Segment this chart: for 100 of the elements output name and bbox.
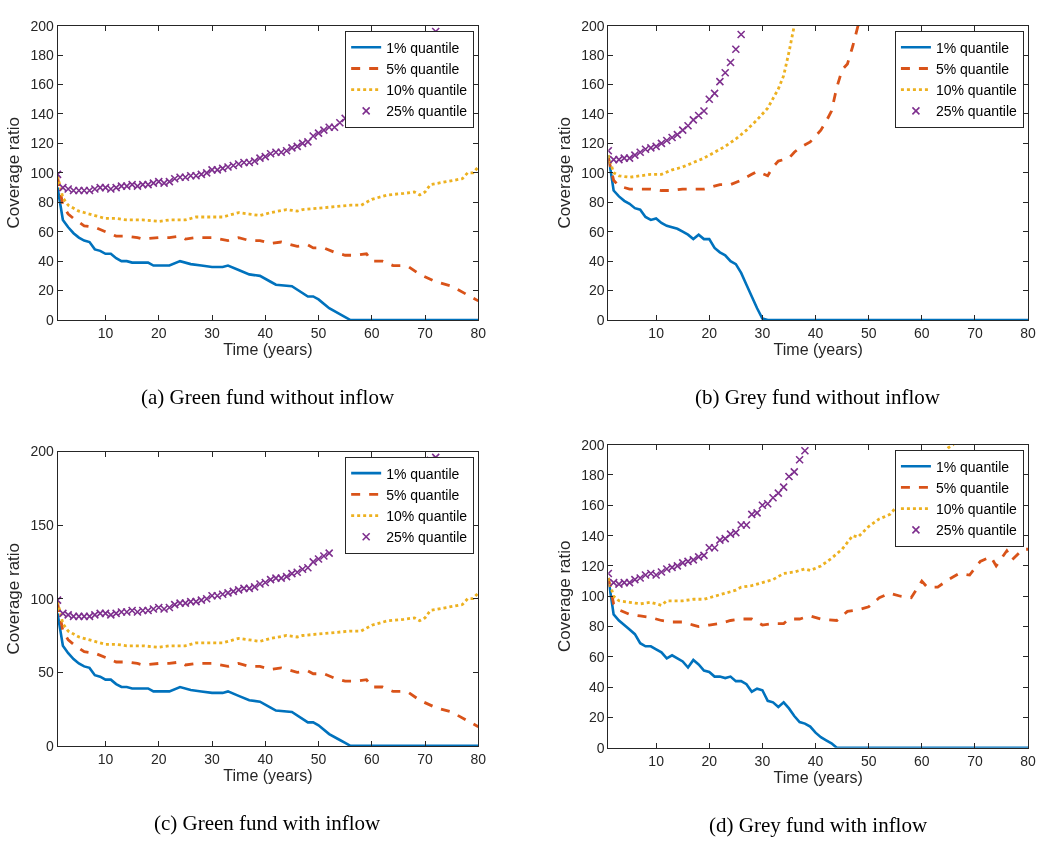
x-tick-label: 30 bbox=[754, 752, 771, 769]
y-tick-label: 50 bbox=[38, 664, 54, 681]
y-tick-label: 0 bbox=[45, 311, 54, 328]
legend-label: 10% quantile bbox=[935, 501, 1018, 518]
x-axis-title: Time (years) bbox=[773, 340, 863, 358]
y-tick-label: 160 bbox=[581, 76, 605, 93]
y-tick-label: 150 bbox=[30, 517, 54, 533]
point bbox=[795, 455, 804, 465]
y-tick-label: 80 bbox=[588, 618, 605, 635]
x-tick-label: 10 bbox=[648, 324, 665, 341]
point bbox=[710, 89, 719, 98]
legend-label: 1% quantile bbox=[935, 39, 1010, 56]
legend-label: 5% quantile bbox=[386, 486, 460, 503]
y-tick-label: 140 bbox=[581, 105, 605, 122]
x-tick-label: 60 bbox=[364, 324, 380, 341]
y-tick-label: 40 bbox=[588, 253, 605, 270]
y-tick-label: 160 bbox=[581, 497, 605, 514]
y-axis-title: Coverage ratio bbox=[3, 542, 23, 655]
y-tick-label: 100 bbox=[30, 590, 54, 607]
x-tick-label: 70 bbox=[417, 324, 434, 341]
point bbox=[683, 121, 693, 131]
y-axis-title: Coverage ratio bbox=[554, 117, 574, 229]
y-tick-label: 20 bbox=[588, 709, 605, 726]
y-tick-label: 120 bbox=[581, 557, 605, 574]
point bbox=[726, 58, 735, 67]
legend-label: 10% quantile bbox=[386, 82, 468, 99]
x-tick-label: 30 bbox=[204, 324, 221, 341]
point bbox=[689, 115, 698, 125]
y-tick-label: 40 bbox=[38, 253, 54, 270]
point bbox=[335, 118, 345, 128]
x-tick-label: 50 bbox=[860, 324, 877, 341]
line-series bbox=[57, 186, 479, 321]
legend-label: 10% quantile bbox=[935, 82, 1018, 99]
y-tick-label: 180 bbox=[581, 466, 605, 483]
x-tick-label: 70 bbox=[417, 750, 434, 767]
x-tick-label: 40 bbox=[257, 324, 274, 341]
line-series bbox=[57, 601, 479, 729]
y-tick-label: 60 bbox=[588, 648, 605, 665]
y-tick-label: 180 bbox=[30, 47, 54, 63]
point bbox=[715, 77, 725, 86]
legend-label: 5% quantile bbox=[386, 60, 460, 77]
text: (d) Grey fund with inflow bbox=[709, 813, 928, 837]
point bbox=[774, 488, 783, 498]
x-tick-label: 60 bbox=[914, 324, 930, 341]
x-tick-label: 20 bbox=[701, 752, 718, 769]
x-tick-label: 70 bbox=[967, 752, 983, 769]
legend-label: 5% quantile bbox=[935, 479, 1010, 496]
point bbox=[779, 482, 788, 492]
legend-label: 10% quantile bbox=[386, 507, 468, 524]
point bbox=[694, 111, 703, 120]
x-tick-label: 10 bbox=[97, 750, 114, 767]
legend-label: 1% quantile bbox=[935, 458, 1010, 475]
x-tick-label: 40 bbox=[807, 752, 824, 769]
x-tick-label: 20 bbox=[150, 750, 167, 767]
x-tick-label: 60 bbox=[364, 750, 380, 767]
x-tick-label: 10 bbox=[97, 324, 114, 341]
y-tick-label: 80 bbox=[38, 194, 54, 211]
point bbox=[731, 44, 741, 54]
x-tick-label: 40 bbox=[807, 324, 824, 341]
y-tick-label: 100 bbox=[581, 588, 605, 605]
y-tick-label: 140 bbox=[30, 105, 54, 122]
legend-label: 5% quantile bbox=[935, 60, 1010, 77]
y-tick-label: 40 bbox=[588, 679, 605, 696]
y-tick-label: 80 bbox=[588, 194, 605, 211]
y-tick-label: 60 bbox=[588, 223, 605, 240]
line-series bbox=[57, 591, 479, 649]
x-tick-label: 80 bbox=[470, 750, 487, 767]
x-tick-label: 80 bbox=[1020, 324, 1037, 341]
point bbox=[720, 68, 730, 78]
x-tick-label: 20 bbox=[150, 324, 167, 341]
legend-label: 25% quantile bbox=[935, 522, 1018, 539]
y-tick-label: 100 bbox=[30, 164, 54, 181]
y-tick-label: 180 bbox=[581, 47, 605, 63]
y-tick-label: 120 bbox=[581, 135, 605, 152]
point bbox=[704, 94, 714, 104]
y-tick-label: 100 bbox=[581, 164, 605, 181]
y-tick-label: 0 bbox=[596, 311, 605, 328]
legend-label: 1% quantile bbox=[386, 39, 460, 56]
y-tick-label: 200 bbox=[581, 436, 605, 453]
x-tick-label: 30 bbox=[754, 324, 771, 341]
line-series bbox=[57, 165, 479, 223]
y-tick-label: 20 bbox=[38, 282, 54, 299]
x-tick-label: 20 bbox=[701, 324, 718, 341]
point bbox=[678, 125, 687, 135]
x-tick-label: 60 bbox=[914, 752, 930, 769]
line-series bbox=[608, 25, 860, 192]
text: (c) Green fund with inflow bbox=[154, 811, 382, 835]
text: (a) Green fund without inflow bbox=[141, 385, 395, 409]
line-series bbox=[57, 612, 479, 746]
legend-label: 1% quantile bbox=[386, 465, 460, 482]
y-tick-label: 20 bbox=[588, 282, 605, 299]
text: (b) Grey fund without inflow bbox=[695, 385, 941, 409]
x-tick-label: 50 bbox=[860, 752, 877, 769]
line-series bbox=[608, 25, 796, 179]
point bbox=[736, 30, 746, 39]
point bbox=[784, 472, 794, 481]
y-tick-label: 200 bbox=[30, 443, 54, 460]
point bbox=[768, 493, 778, 502]
point bbox=[699, 106, 709, 116]
x-tick-label: 50 bbox=[310, 324, 327, 341]
